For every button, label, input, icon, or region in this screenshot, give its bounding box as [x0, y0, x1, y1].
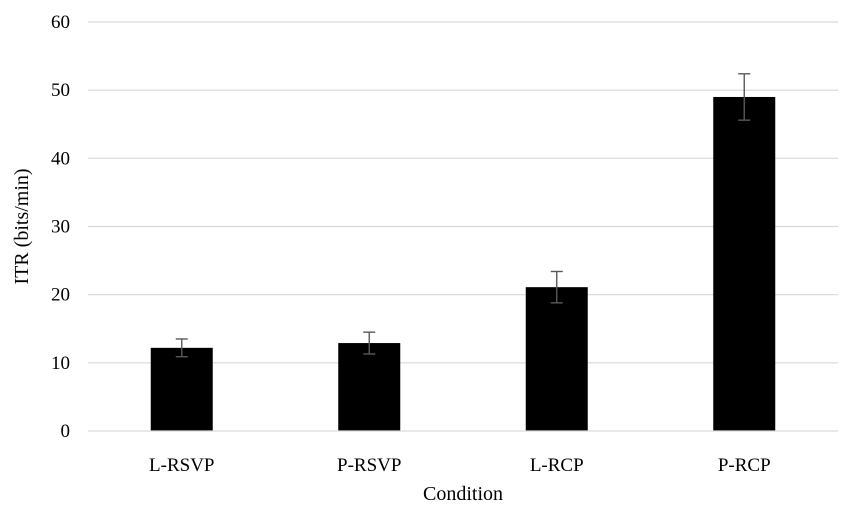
- y-axis-ticks: 0 10 20 30 40 50 60: [51, 12, 70, 442]
- bar-l-rsvp: [150, 347, 213, 431]
- error-bar-p-rsvp: [363, 331, 376, 355]
- bar-l-rcp: [525, 287, 588, 431]
- y-tick-label: 30: [51, 217, 70, 238]
- y-tick-label: 50: [51, 80, 70, 101]
- x-axis-ticks: L-RSVP P-RSVP L-RCP P-RCP: [149, 455, 771, 476]
- gridlines: [88, 21, 838, 364]
- y-tick-label: 40: [51, 148, 70, 169]
- y-tick-label: 60: [51, 12, 70, 33]
- y-tick-label: 20: [51, 285, 70, 306]
- bars: [150, 96, 776, 431]
- x-tick-label: L-RCP: [530, 455, 584, 476]
- bar-p-rsvp: [338, 343, 401, 431]
- y-tick-label: 10: [51, 353, 70, 374]
- error-bars: [175, 73, 751, 358]
- error-bar-l-rsvp: [175, 338, 188, 358]
- x-axis-label: Condition: [423, 483, 503, 505]
- x-tick-label: L-RSVP: [149, 455, 214, 476]
- bar-p-rcp: [713, 96, 776, 431]
- y-axis-label: ITR (bits/min): [11, 168, 33, 284]
- y-tick-label: 0: [61, 421, 71, 442]
- error-bar-l-rcp: [550, 270, 563, 304]
- x-tick-label: P-RSVP: [337, 455, 401, 476]
- x-tick-label: P-RCP: [718, 455, 771, 476]
- error-bar-p-rcp: [738, 73, 751, 121]
